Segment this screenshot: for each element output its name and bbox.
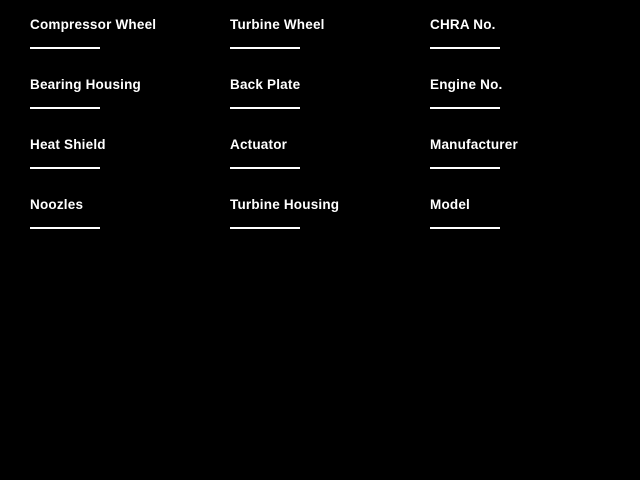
field-value-line-compressor-wheel[interactable]	[30, 47, 100, 49]
field-label-manufacturer: Manufacturer	[430, 137, 518, 152]
field-label-chra-no: CHRA No.	[430, 17, 496, 32]
field-chra-no: CHRA No.	[430, 17, 630, 77]
field-value-line-heat-shield[interactable]	[30, 167, 100, 169]
parts-form: Compressor Wheel Bearing Housing Heat Sh…	[30, 17, 630, 257]
field-value-line-actuator[interactable]	[230, 167, 300, 169]
field-value-line-noozles[interactable]	[30, 227, 100, 229]
field-manufacturer: Manufacturer	[430, 137, 630, 197]
field-value-line-manufacturer[interactable]	[430, 167, 500, 169]
field-label-bearing-housing: Bearing Housing	[30, 77, 142, 92]
field-turbine-wheel: Turbine Wheel	[230, 17, 430, 77]
field-back-plate: Back Plate	[230, 77, 430, 137]
field-label-engine-no: Engine No.	[430, 77, 503, 92]
field-label-back-plate: Back Plate	[230, 77, 301, 92]
field-noozles: Noozles	[30, 197, 230, 257]
field-value-line-back-plate[interactable]	[230, 107, 300, 109]
field-label-noozles: Noozles	[30, 197, 84, 212]
field-compressor-wheel: Compressor Wheel	[30, 17, 230, 77]
field-value-line-model[interactable]	[430, 227, 500, 229]
field-label-model: Model	[430, 197, 470, 212]
field-model: Model	[430, 197, 630, 257]
field-actuator: Actuator	[230, 137, 430, 197]
field-value-line-bearing-housing[interactable]	[30, 107, 100, 109]
field-engine-no: Engine No.	[430, 77, 630, 137]
field-label-turbine-housing: Turbine Housing	[230, 197, 340, 212]
field-value-line-chra-no[interactable]	[430, 47, 500, 49]
field-value-line-engine-no[interactable]	[430, 107, 500, 109]
field-label-turbine-wheel: Turbine Wheel	[230, 17, 325, 32]
field-value-line-turbine-housing[interactable]	[230, 227, 300, 229]
field-label-actuator: Actuator	[230, 137, 288, 152]
field-turbine-housing: Turbine Housing	[230, 197, 430, 257]
field-heat-shield: Heat Shield	[30, 137, 230, 197]
field-label-heat-shield: Heat Shield	[30, 137, 106, 152]
field-label-compressor-wheel: Compressor Wheel	[30, 17, 157, 32]
field-bearing-housing: Bearing Housing	[30, 77, 230, 137]
field-value-line-turbine-wheel[interactable]	[230, 47, 300, 49]
